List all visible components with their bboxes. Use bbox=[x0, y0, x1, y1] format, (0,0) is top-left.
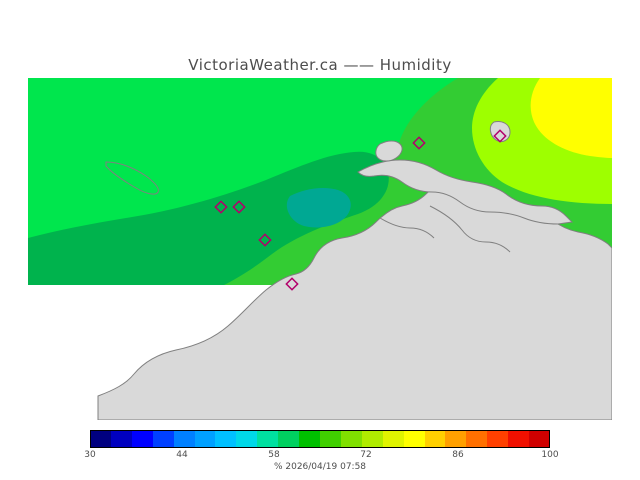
colorbar-tick-label: 100 bbox=[541, 450, 559, 460]
land-group bbox=[97, 121, 612, 420]
colorbar-segment bbox=[340, 430, 363, 448]
land-spit bbox=[375, 140, 403, 162]
station-marker[interactable] bbox=[493, 129, 507, 143]
map-graphic bbox=[28, 78, 612, 420]
colorbar-segment bbox=[508, 430, 530, 448]
colorbar-segment bbox=[110, 430, 133, 448]
colorbar-segment bbox=[382, 430, 405, 448]
colorbar-segment bbox=[194, 430, 216, 448]
contour-band-51-58 bbox=[286, 188, 351, 228]
land-channel-detail bbox=[429, 205, 511, 253]
colorbar-segment bbox=[445, 430, 467, 448]
colorbar-tick-label: 58 bbox=[268, 450, 280, 460]
station-marker[interactable] bbox=[412, 136, 426, 150]
station-marker[interactable] bbox=[214, 200, 228, 214]
station-marker[interactable] bbox=[258, 233, 272, 247]
colorbar-segment bbox=[403, 430, 426, 448]
colorbar-tick-label: 30 bbox=[84, 450, 96, 460]
colorbar-segment bbox=[466, 430, 488, 448]
contour-band-58-65 bbox=[28, 151, 389, 285]
colorbar-tick-label: 44 bbox=[176, 450, 188, 460]
station-marker[interactable] bbox=[285, 277, 299, 291]
colorbar-segment bbox=[152, 430, 175, 448]
station-marker[interactable] bbox=[232, 200, 246, 214]
land-islet-left bbox=[105, 161, 159, 195]
colorbar-segment bbox=[320, 430, 342, 448]
colorbar-segment bbox=[487, 430, 509, 448]
contour-band-86-100 bbox=[530, 78, 612, 158]
colorbar-segment bbox=[90, 430, 112, 448]
colorbar-segment bbox=[257, 430, 279, 448]
colorbar-segment bbox=[424, 430, 446, 448]
colorbar-segment bbox=[299, 430, 321, 448]
colorbar[interactable] bbox=[90, 430, 551, 448]
colorbar-tick-label: 86 bbox=[452, 450, 464, 460]
colorbar-segment bbox=[278, 430, 300, 448]
colorbar-tick-label: 72 bbox=[360, 450, 372, 460]
map-canvas[interactable] bbox=[28, 78, 612, 420]
colorbar-caption: % 2026/04/19 07:58 bbox=[273, 462, 367, 472]
colorbar-segment bbox=[173, 430, 196, 448]
colorbar-segment bbox=[529, 430, 551, 448]
colorbar-segment bbox=[361, 430, 384, 448]
station-marker-group bbox=[214, 129, 507, 291]
page-title: VictoriaWeather.ca —— Humidity bbox=[188, 56, 452, 74]
land-north-island bbox=[357, 159, 574, 225]
colorbar-segment bbox=[131, 430, 154, 448]
colorbar-segment bbox=[215, 430, 237, 448]
land-inlet-detail bbox=[379, 217, 435, 239]
colorbar-segment bbox=[236, 430, 258, 448]
